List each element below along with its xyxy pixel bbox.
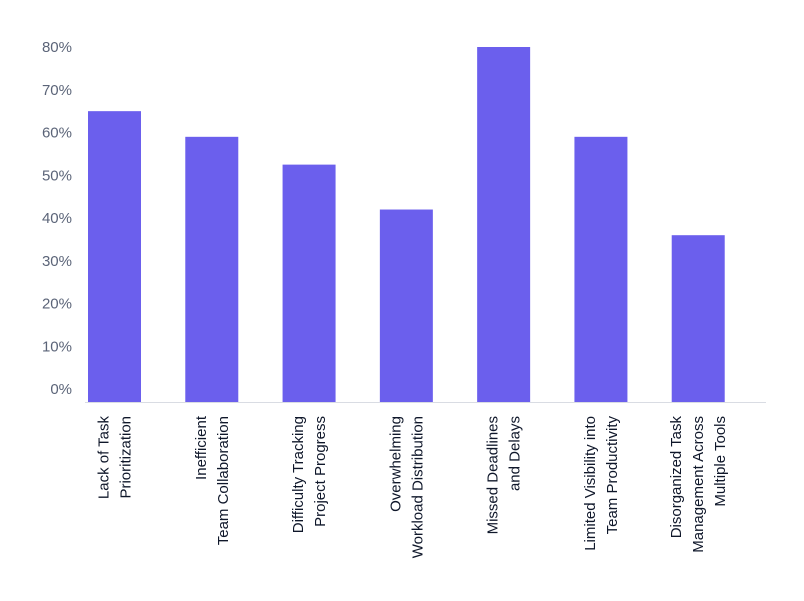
bar bbox=[477, 47, 531, 402]
y-tick-label: 70% bbox=[42, 82, 72, 99]
x-tick-label-line: Missed Deadlines bbox=[485, 416, 502, 534]
bar bbox=[671, 235, 725, 402]
y-tick-label: 50% bbox=[42, 167, 72, 184]
bar bbox=[88, 111, 141, 403]
x-tick-label-line: Management Across bbox=[690, 416, 707, 553]
y-tick-label: 30% bbox=[42, 253, 72, 270]
x-tick-label-line: Project Progress bbox=[312, 416, 329, 527]
x-tick-label-line: Limited Visibility into bbox=[582, 416, 599, 551]
y-tick-label: 80% bbox=[42, 39, 72, 56]
x-tick-label: Inefficient Team Collaboration bbox=[193, 415, 232, 545]
x-tick-label-line: Team Productivity bbox=[604, 416, 621, 535]
x-axis: Lack of Task Prioritization Inefficient Tea… bbox=[96, 415, 730, 558]
y-tick-label: 0% bbox=[50, 381, 72, 398]
x-tick-label-line: Workload Distribution bbox=[409, 416, 426, 558]
x-tick-label: Overwhelming Workload Distribution bbox=[387, 416, 426, 558]
x-tick-label: Missed Deadlines and Delays bbox=[485, 416, 524, 534]
bar bbox=[185, 136, 239, 402]
x-tick-label-line: Multiple Tools bbox=[712, 416, 729, 507]
y-tick-label: 40% bbox=[42, 210, 72, 227]
x-tick-label-line: Prioritization bbox=[118, 416, 135, 499]
x-tick-label-line: Overwhelming bbox=[387, 416, 404, 512]
x-tick-label-line: Team Collaboration bbox=[215, 416, 232, 545]
bar bbox=[574, 136, 628, 402]
x-tick-label-line: Disorganized Task bbox=[668, 416, 685, 539]
x-tick-label: Disorganized Task Management Across Multip… bbox=[668, 416, 729, 553]
x-tick-label-line: Lack of Task bbox=[96, 416, 113, 500]
bar bbox=[282, 164, 336, 402]
x-tick-label-line: Difficulty Tracking bbox=[290, 416, 307, 533]
x-tick-label-line: Inefficient bbox=[193, 415, 210, 480]
y-tick-label: 60% bbox=[42, 125, 72, 142]
y-tick-label: 10% bbox=[42, 338, 72, 355]
y-tick-label: 20% bbox=[42, 296, 72, 313]
bar bbox=[379, 209, 433, 402]
x-tick-label: Lack of Task Prioritization bbox=[96, 416, 135, 500]
x-tick-label: Limited Visibility into Team Productivity bbox=[582, 416, 621, 551]
y-axis: 0% 10% 20% 30% 40% 50% 60% 70% 80% bbox=[42, 39, 72, 398]
x-tick-label: Difficulty Tracking Project Progress bbox=[290, 416, 329, 533]
x-tick-label-line: and Delays bbox=[507, 416, 524, 491]
bars bbox=[88, 47, 725, 403]
